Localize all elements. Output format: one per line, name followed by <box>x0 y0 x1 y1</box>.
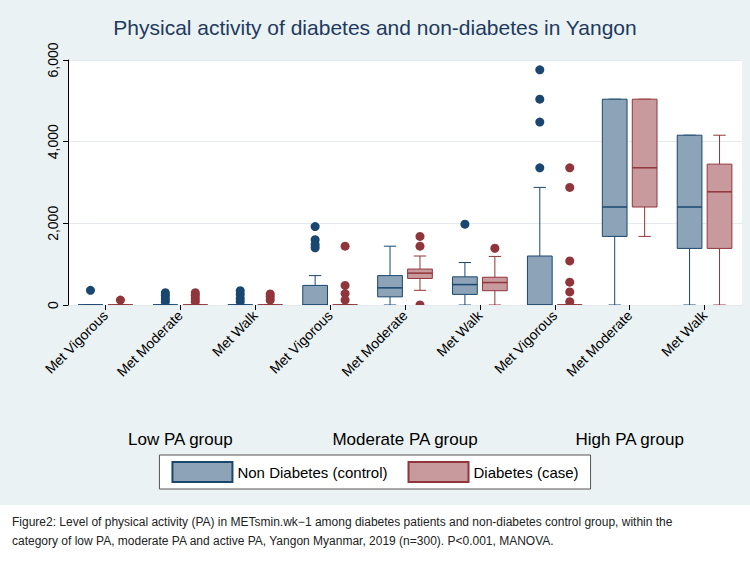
svg-text:Met Vigorous: Met Vigorous <box>266 307 335 376</box>
svg-text:Met Moderate: Met Moderate <box>338 307 410 379</box>
svg-text:4,000: 4,000 <box>45 124 61 159</box>
svg-text:Non Diabetes (control): Non Diabetes (control) <box>237 464 387 481</box>
svg-text:Moderate PA group: Moderate PA group <box>332 430 477 449</box>
svg-text:Met Moderate: Met Moderate <box>114 307 186 379</box>
svg-text:6,000: 6,000 <box>45 42 61 77</box>
svg-text:0: 0 <box>45 301 61 309</box>
svg-text:Met Moderate: Met Moderate <box>563 307 635 379</box>
svg-text:Low PA group: Low PA group <box>128 430 233 449</box>
svg-text:2,000: 2,000 <box>45 206 61 241</box>
svg-text:High PA group: High PA group <box>575 430 683 449</box>
svg-text:Met Vigorous: Met Vigorous <box>491 307 560 376</box>
svg-text:Met Vigorous: Met Vigorous <box>42 307 111 376</box>
svg-text:Physical activity of diabetes: Physical activity of diabetes and non-di… <box>113 16 636 39</box>
svg-text:Met Walk: Met Walk <box>433 307 486 360</box>
svg-text:Diabetes (case): Diabetes (case) <box>474 464 579 481</box>
html-text:Figure2: Level of physical act: Figure2: Level of physical activity (PA)… <box>12 515 673 548</box>
svg-text:Met Walk: Met Walk <box>209 307 262 360</box>
svg-text:Met Walk: Met Walk <box>658 307 711 360</box>
